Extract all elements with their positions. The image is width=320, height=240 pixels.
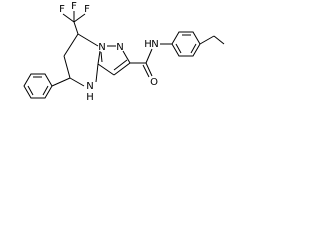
atom-label: N <box>116 42 123 53</box>
atom-labels: F F F N N N H O N H <box>59 1 159 103</box>
bonds <box>23 11 225 99</box>
atom-label: N <box>86 81 93 92</box>
atom-label: O <box>150 77 158 88</box>
atom-label: H <box>144 39 152 50</box>
atom-label: F <box>59 4 65 15</box>
atom-label: F <box>71 1 77 12</box>
atom-label: N <box>98 42 105 53</box>
atom-label: H <box>86 92 94 103</box>
atom-label: F <box>84 4 90 15</box>
atom-label: N <box>151 39 158 50</box>
molecule: F F F N N N H O N H <box>23 1 225 103</box>
